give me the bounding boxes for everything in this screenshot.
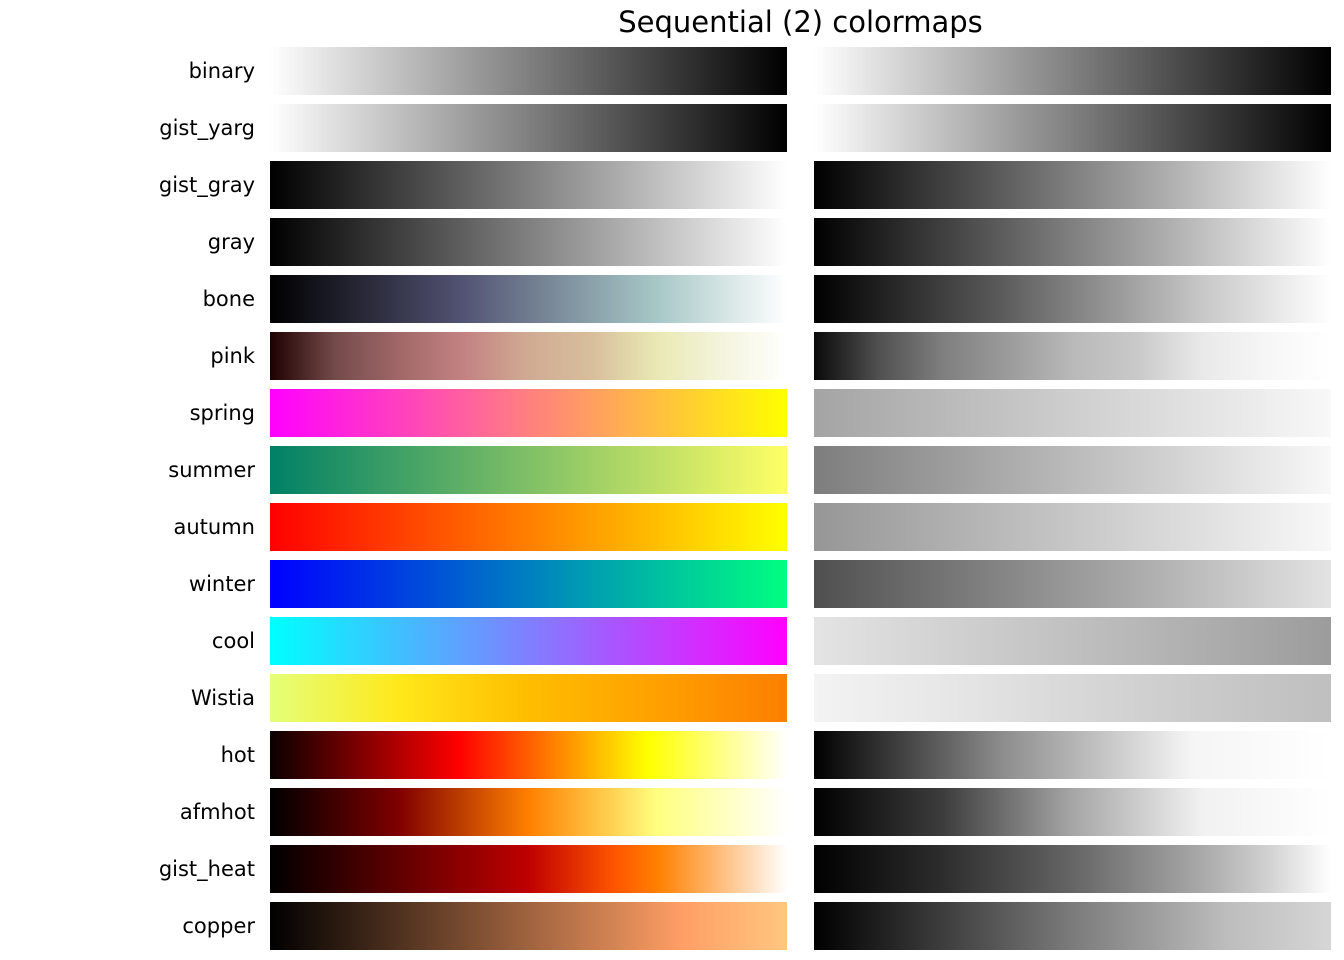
colormap-grayscale-swatch [814,674,1331,722]
colormap-grayscale-swatch [814,275,1331,323]
colormap-label: cool [211,629,255,653]
colormap-row: hot [0,731,1344,779]
colormap-label: winter [188,572,255,596]
colormap-label: gray [207,230,255,254]
colormap-row: gray [0,218,1344,266]
colormap-label: gist_yarg [159,116,255,140]
colormap-label: afmhot [179,800,255,824]
colormap-grayscale-swatch [814,560,1331,608]
colormap-gradient-swatch [270,902,787,950]
colormap-grayscale-swatch [814,47,1331,95]
colormap-row: summer [0,446,1344,494]
colormap-gradient-swatch [270,275,787,323]
colormap-grayscale-swatch [814,617,1331,665]
colormap-grayscale-swatch [814,218,1331,266]
colormap-row: copper [0,902,1344,950]
colormap-gradient-swatch [270,47,787,95]
colormap-gradient-swatch [270,446,787,494]
colormap-row: spring [0,389,1344,437]
colormap-label: copper [182,914,255,938]
colormap-label: binary [188,59,255,83]
colormap-row: cool [0,617,1344,665]
colormap-row: bone [0,275,1344,323]
colormap-label: Wistia [190,686,255,710]
colormap-label: bone [202,287,255,311]
colormap-row: gist_gray [0,161,1344,209]
colormap-row: gist_yarg [0,104,1344,152]
colormap-grayscale-swatch [814,161,1331,209]
colormap-gradient-swatch [270,617,787,665]
colormap-row: autumn [0,503,1344,551]
colormap-grayscale-swatch [814,104,1331,152]
colormap-label: gist_heat [158,857,255,881]
colormap-label: summer [168,458,255,482]
colormap-row: gist_heat [0,845,1344,893]
colormap-gradient-swatch [270,389,787,437]
colormap-row: pink [0,332,1344,380]
colormap-grayscale-swatch [814,845,1331,893]
colormap-label: spring [189,401,255,425]
colormap-row: afmhot [0,788,1344,836]
colormap-gradient-swatch [270,845,787,893]
colormap-grayscale-swatch [814,731,1331,779]
colormap-label: gist_gray [158,173,255,197]
colormap-gradient-swatch [270,560,787,608]
colormap-grayscale-swatch [814,446,1331,494]
colormap-label: pink [210,344,255,368]
colormap-gradient-swatch [270,332,787,380]
colormap-row: binary [0,47,1344,95]
colormap-gradient-swatch [270,731,787,779]
colormap-gradient-swatch [270,788,787,836]
colormap-gradient-swatch [270,161,787,209]
colormap-row: Wistia [0,674,1344,722]
colormap-label: hot [220,743,255,767]
colormap-gradient-swatch [270,674,787,722]
colormap-gradient-swatch [270,503,787,551]
colormap-row: winter [0,560,1344,608]
colormap-gradient-swatch [270,104,787,152]
figure-title: Sequential (2) colormaps [618,5,983,39]
colormap-label: autumn [173,515,256,539]
colormap-grayscale-swatch [814,332,1331,380]
colormap-gradient-swatch [270,218,787,266]
colormap-grayscale-swatch [814,788,1331,836]
colormap-grayscale-swatch [814,503,1331,551]
colormap-grayscale-swatch [814,902,1331,950]
colormap-grayscale-swatch [814,389,1331,437]
